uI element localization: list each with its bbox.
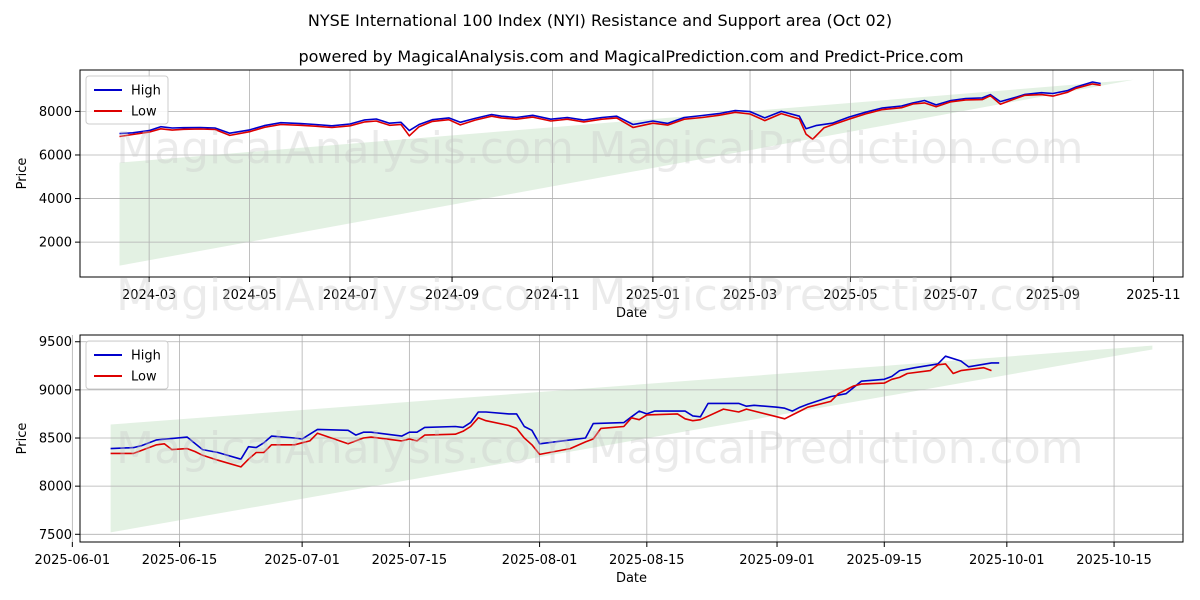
- watermark-text: MagicalPrediction.com: [589, 270, 1084, 321]
- y-tick-label: 7500: [39, 528, 72, 543]
- x-tick-label: 2024-11: [525, 288, 579, 303]
- plot-frame: [79, 334, 1184, 543]
- y-tick-label: 8500: [39, 432, 72, 447]
- series-line-low: [119, 83, 1101, 141]
- x-tick-label: 2025-10-15: [1076, 553, 1152, 568]
- y-tick-label: 6000: [39, 148, 72, 163]
- y-tick-label: 2000: [39, 236, 72, 251]
- y-tick-label: 4000: [39, 192, 72, 207]
- x-axis-label: Date: [616, 306, 647, 321]
- legend-label-low: Low: [131, 370, 157, 385]
- legend-label-high: High: [131, 84, 161, 99]
- x-tick-label: 2025-06-15: [142, 553, 218, 568]
- watermark-text: MagicalPrediction.com: [589, 423, 1084, 474]
- series-line-high: [119, 81, 1101, 135]
- chart-title: NYSE International 100 Index (NYI) Resis…: [308, 11, 892, 30]
- chart-subtitle: powered by MagicalAnalysis.com and Magic…: [298, 47, 963, 66]
- watermark-text: MagicalPrediction.com: [589, 123, 1084, 174]
- x-tick-label: 2025-09-15: [846, 553, 922, 568]
- y-axis-label: Price: [15, 423, 30, 455]
- x-tick-label: 2025-07: [924, 288, 978, 303]
- bottom-chart-panel: 2025-06-01 2025-06-15 2025-07-01 2025-07-15…: [15, 334, 1184, 586]
- y-tick-label: 8000: [39, 105, 72, 120]
- x-tick-label: 2025-01: [626, 288, 680, 303]
- series-line-high: [110, 355, 1000, 461]
- x-tick-label: 2025-07-15: [372, 553, 448, 568]
- top-chart-panel: 2024-03 2024-05 2024-07 2024-09 2024-11 2025-…: [15, 69, 1184, 321]
- y-axis-label: Price: [15, 158, 30, 190]
- x-tick-label: 2025-06-01: [35, 553, 111, 568]
- watermark-text: MagicalAnalysis.com: [116, 423, 574, 474]
- y-tick-label: 9500: [39, 335, 72, 350]
- y-tick-label: 9000: [39, 383, 72, 398]
- x-tick-label: 2025-07-01: [264, 553, 340, 568]
- legend-label-low: Low: [131, 105, 157, 120]
- legend-label-high: High: [131, 349, 161, 364]
- x-tick-label: 2025-10-01: [969, 553, 1045, 568]
- x-tick-label: 2025-08-01: [502, 553, 578, 568]
- watermark-text: MagicalAnalysis.com: [116, 270, 574, 321]
- x-tick-label: 2024-03: [122, 288, 176, 303]
- series-line-low: [110, 363, 992, 468]
- x-tick-label: 2024-09: [425, 288, 479, 303]
- plot-frame: [79, 69, 1184, 278]
- y-tick-label: 8000: [39, 480, 72, 495]
- resistance-support-band: [110, 345, 1153, 533]
- x-tick-label: 2024-07: [323, 288, 377, 303]
- x-tick-label: 2025-09-01: [739, 553, 815, 568]
- watermark-text: MagicalAnalysis.com: [116, 123, 574, 174]
- x-tick-label: 2025-03: [723, 288, 777, 303]
- x-tick-label: 2025-11: [1126, 288, 1180, 303]
- resistance-support-band: [119, 79, 1134, 266]
- x-tick-label: 2025-08-15: [609, 553, 685, 568]
- x-axis-label: Date: [616, 571, 647, 586]
- x-tick-label: 2024-05: [222, 288, 276, 303]
- x-tick-label: 2025-09: [1026, 288, 1080, 303]
- x-tick-label: 2025-05: [823, 288, 877, 303]
